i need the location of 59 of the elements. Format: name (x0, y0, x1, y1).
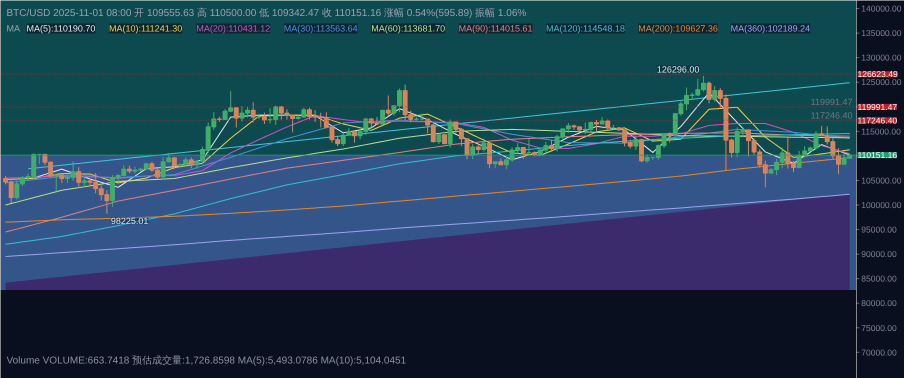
text: MA(90):114015.61 (458, 24, 532, 34)
annotation: 126296.00 (656, 64, 700, 74)
candlestick (633, 136, 638, 150)
text: MA(30):113563.64 (284, 24, 358, 34)
text: MA(10):111241.30 (109, 24, 182, 34)
candlestick (436, 132, 442, 145)
text: MA(60):113681.70 (371, 24, 446, 34)
candlestick (520, 146, 526, 160)
candlestick (667, 132, 672, 144)
candlestick (706, 80, 712, 104)
candlestick (605, 119, 610, 130)
candlestick (380, 110, 386, 124)
candlestick (76, 166, 82, 189)
line-series (5, 194, 850, 258)
y-tick-label: 140000.00 (861, 4, 902, 14)
candlestick (712, 86, 718, 102)
candlestick (448, 119, 453, 148)
y-tick-label: 100000.00 (861, 200, 902, 210)
y-tick-label: 80000.00 (861, 298, 898, 308)
text: MA(200):109627.36 (638, 24, 718, 34)
candlestick (262, 112, 267, 124)
annotation: 98225.01 (110, 216, 148, 226)
ref-line-label: 126623.49 (858, 69, 898, 80)
candlestick (639, 138, 644, 163)
candlestick (386, 94, 391, 117)
legend-title: MA (6, 24, 20, 34)
candlestick (594, 120, 599, 133)
candlestick (481, 138, 486, 152)
annotation: Volume VOLUME:663.7418 预估成交量:1,726.8598 MA(5):5,493.0786 MA(10):5,104.0451 (6, 354, 407, 366)
candlestick (188, 156, 194, 169)
ref-line-label: 110151.16 (858, 150, 898, 160)
y-tick-label: 95000.00 (861, 224, 898, 235)
candlestick (470, 144, 476, 160)
y-tick-label: 85000.00 (861, 274, 898, 284)
y-tick-label: 125000.00 (861, 77, 902, 88)
text: MA(120):114548.18 (546, 24, 625, 34)
y-tick-label: 130000.00 (861, 52, 902, 63)
y-tick-label: 135000.00 (861, 28, 902, 38)
candlestick (82, 176, 87, 188)
annotation: 117246.40 (810, 110, 853, 120)
ref-line-label: 119991.47 (858, 102, 898, 112)
candlestick (487, 142, 492, 169)
text: MA(20):110431.12 (196, 24, 270, 34)
candlestick (549, 140, 554, 152)
candlestick (172, 156, 177, 170)
y-tick-label: 90000.00 (861, 249, 898, 260)
ref-line-label: 117246.40 (858, 115, 898, 126)
candlestick (250, 102, 256, 123)
y-tick-label: 105000.00 (861, 175, 902, 186)
text: MA(5):110190.70 (26, 24, 96, 34)
candlestick (476, 142, 481, 154)
y-tick-label: 70000.00 (861, 347, 898, 358)
y-tick-label: 75000.00 (861, 322, 898, 333)
candlestick (54, 174, 59, 192)
candlestick (234, 106, 239, 128)
text: MA(360):102189.24 (730, 24, 810, 34)
annotation: 119991.47 (810, 96, 853, 107)
text: BTC/USD 2025-11-01 08:00 开 109555.63 高 110500.00 低 109342.47 收 110151.16 涨幅 0.54%(595.89) 振幅 1.06% (6, 7, 526, 19)
y-tick-label: 115000.00 (861, 126, 902, 136)
